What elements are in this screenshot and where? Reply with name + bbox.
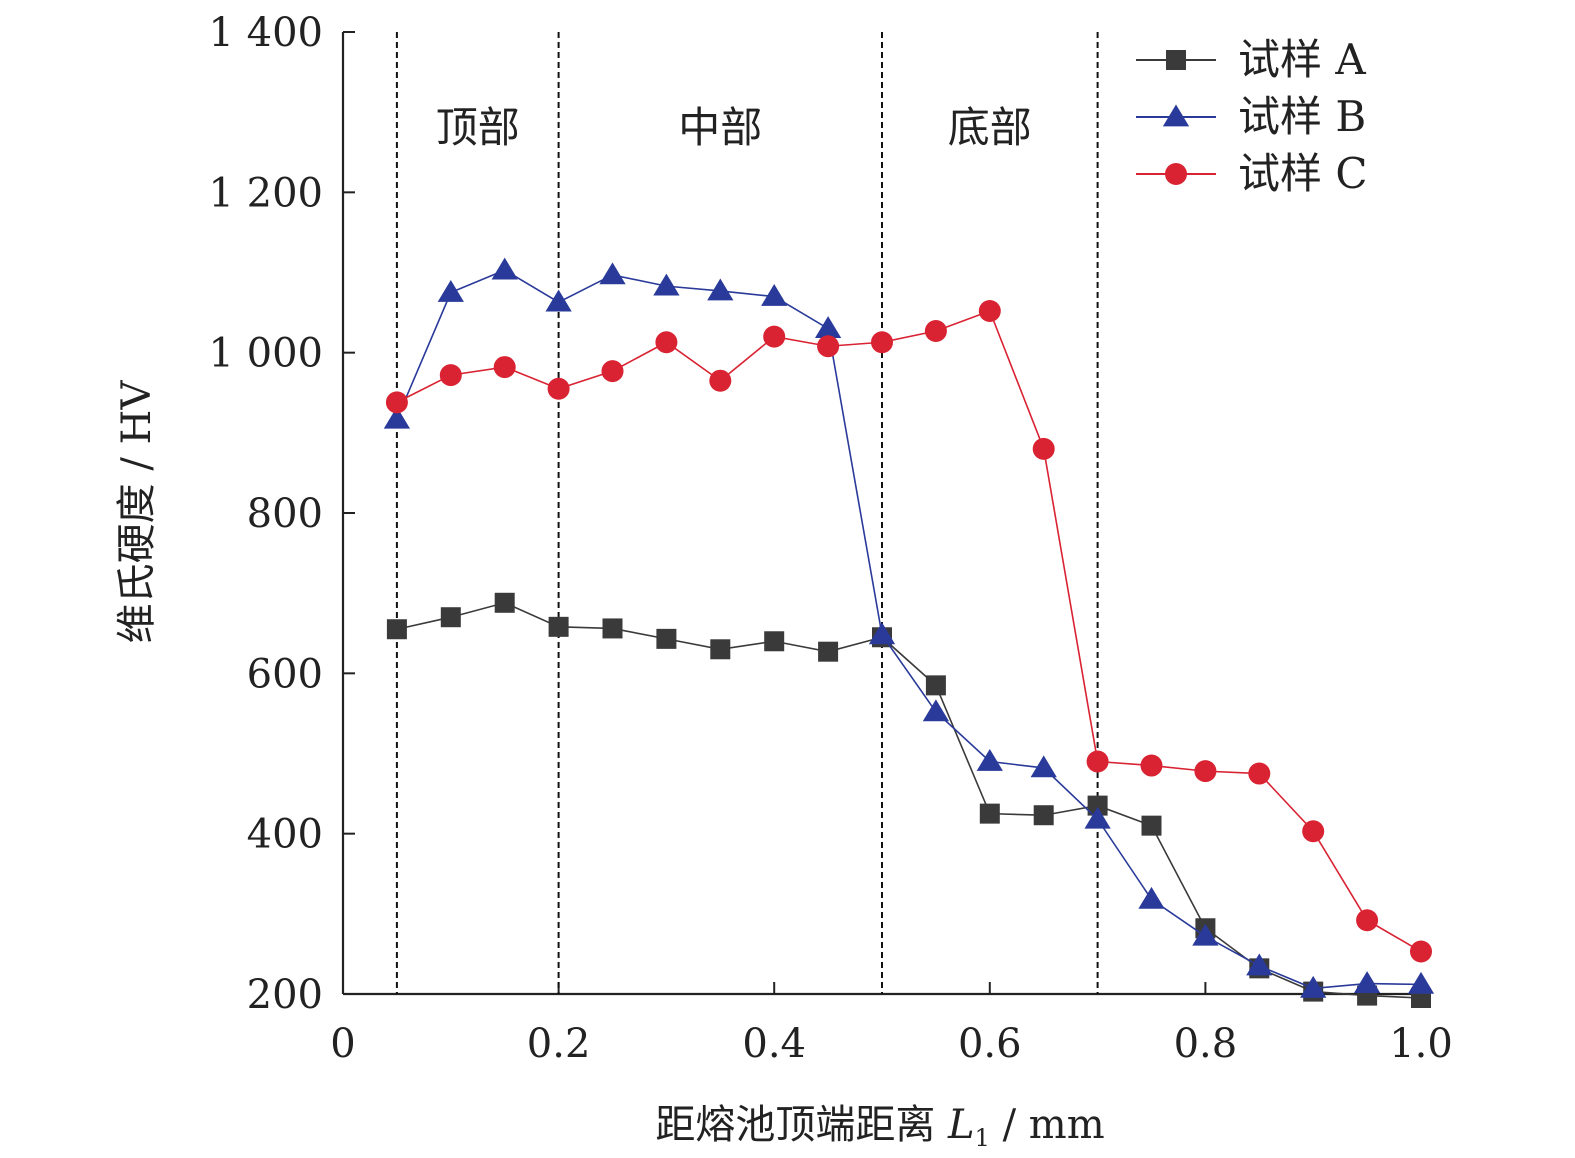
data-point	[818, 641, 839, 662]
data-point	[494, 592, 515, 613]
legend-label: 试样 C	[1238, 149, 1368, 198]
data-point	[707, 278, 734, 301]
data-point	[761, 284, 788, 306]
data-point	[1246, 953, 1273, 976]
series-group	[383, 257, 1435, 1009]
data-point	[1086, 750, 1109, 773]
region-label: 底部	[948, 103, 1032, 152]
data-point	[710, 639, 731, 660]
data-point	[491, 257, 518, 280]
data-point	[868, 622, 896, 645]
data-point	[440, 607, 461, 628]
data-point	[1192, 923, 1219, 946]
data-point	[709, 369, 732, 392]
data-point	[976, 749, 1003, 771]
data-point	[656, 628, 677, 649]
legend-label: 试样 B	[1238, 92, 1366, 141]
axes: 0 0.2 0.4 0.6 0.8 1.0 200 400 600 800 1 000 1 200 1 …	[208, 10, 1452, 1067]
data-point	[925, 675, 946, 696]
data-point	[764, 631, 785, 652]
data-point	[385, 391, 408, 414]
data-point	[1165, 163, 1187, 185]
region-boundaries	[395, 32, 1099, 994]
series-circle	[385, 299, 1432, 963]
x-tick-label: 0.8	[1174, 1021, 1238, 1067]
region-label: 顶部	[436, 103, 520, 152]
data-point	[548, 616, 569, 637]
data-point	[602, 618, 623, 639]
data-point	[1410, 940, 1432, 963]
x-tick-label: 1.0	[1389, 1021, 1453, 1067]
data-point	[979, 803, 1000, 824]
data-point	[1138, 886, 1165, 909]
data-point	[1353, 971, 1381, 993]
data-point	[817, 335, 840, 358]
x-tick-label: 0.2	[527, 1021, 591, 1067]
data-point	[493, 356, 516, 379]
legend-label: 试样 A	[1238, 35, 1366, 84]
data-point	[653, 273, 680, 296]
y-axis-label: 维氏硬度 / HV	[114, 380, 160, 644]
data-point	[814, 316, 842, 338]
series-triangle	[383, 257, 1435, 998]
y-tick-label: 200	[247, 972, 323, 1018]
data-point	[1356, 909, 1379, 932]
series-line	[396, 601, 1422, 999]
data-point	[545, 289, 572, 312]
x-tick-label: 0	[330, 1021, 355, 1067]
data-point	[1300, 975, 1327, 998]
data-point	[1084, 806, 1111, 829]
data-point	[655, 331, 678, 354]
region-labels: 顶部 中部 底部	[436, 103, 1032, 152]
data-point	[924, 320, 947, 343]
data-point	[601, 360, 624, 383]
data-point	[978, 299, 1001, 322]
data-point	[599, 262, 626, 285]
y-tick-label: 600	[247, 651, 323, 697]
data-point	[1140, 754, 1163, 777]
y-tick-label: 800	[247, 491, 323, 537]
data-point	[1166, 50, 1186, 70]
x-tick-label: 0.4	[742, 1021, 806, 1067]
x-tick-label: 0.6	[958, 1021, 1022, 1067]
data-point	[1087, 795, 1108, 816]
data-point	[871, 331, 893, 354]
data-point	[1407, 971, 1435, 994]
data-point	[1030, 755, 1057, 778]
data-point	[1248, 762, 1271, 785]
y-tick-label: 1 000	[208, 331, 323, 377]
data-point	[439, 364, 462, 387]
data-point	[922, 699, 950, 722]
y-tick-label: 400	[247, 812, 323, 858]
y-tick-label: 1 400	[208, 10, 323, 56]
region-label: 中部	[678, 103, 762, 152]
data-point	[1194, 760, 1217, 783]
data-point	[1302, 820, 1325, 843]
legend: 试样 A 试样 B 试样 C	[1136, 35, 1368, 198]
data-point	[1033, 805, 1054, 826]
data-point	[1141, 815, 1162, 836]
y-tick-label: 1 200	[208, 170, 323, 216]
data-point	[386, 619, 407, 640]
data-point	[437, 280, 464, 302]
data-point	[763, 325, 786, 348]
data-point	[1162, 104, 1190, 127]
data-point	[383, 406, 411, 429]
series-line	[396, 269, 1422, 990]
data-point	[547, 377, 570, 400]
x-axis-label: 距熔池顶端距离 L1 / mm	[655, 1102, 1104, 1152]
series-square	[386, 592, 1431, 1009]
data-point	[1032, 437, 1055, 460]
